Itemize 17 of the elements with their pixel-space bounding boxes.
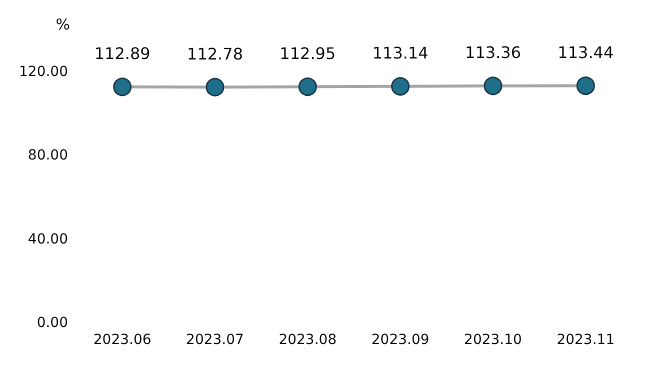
y-tick-label: 80.00 — [28, 148, 68, 164]
data-label: 112.78 — [187, 44, 243, 64]
y-tick-label: 120.00 — [19, 64, 68, 80]
data-label: 113.36 — [465, 43, 521, 62]
x-tick-label: 2023.11 — [556, 332, 615, 348]
y-axis-title: % — [56, 16, 70, 34]
x-tick-label: 2023.06 — [93, 332, 152, 348]
y-tick-label: 0.00 — [36, 315, 68, 331]
x-tick-label: 2023.09 — [371, 332, 430, 348]
data-label: 113.44 — [558, 42, 614, 62]
x-tick-label: 2023.10 — [464, 332, 522, 348]
x-tick-label: 2023.07 — [186, 332, 244, 348]
data-label: 112.89 — [94, 44, 150, 64]
data-label: 112.95 — [280, 44, 336, 63]
data-label: 113.14 — [372, 44, 428, 63]
y-tick-label: 40.00 — [28, 231, 68, 248]
x-tick-label: 2023.08 — [278, 332, 337, 348]
